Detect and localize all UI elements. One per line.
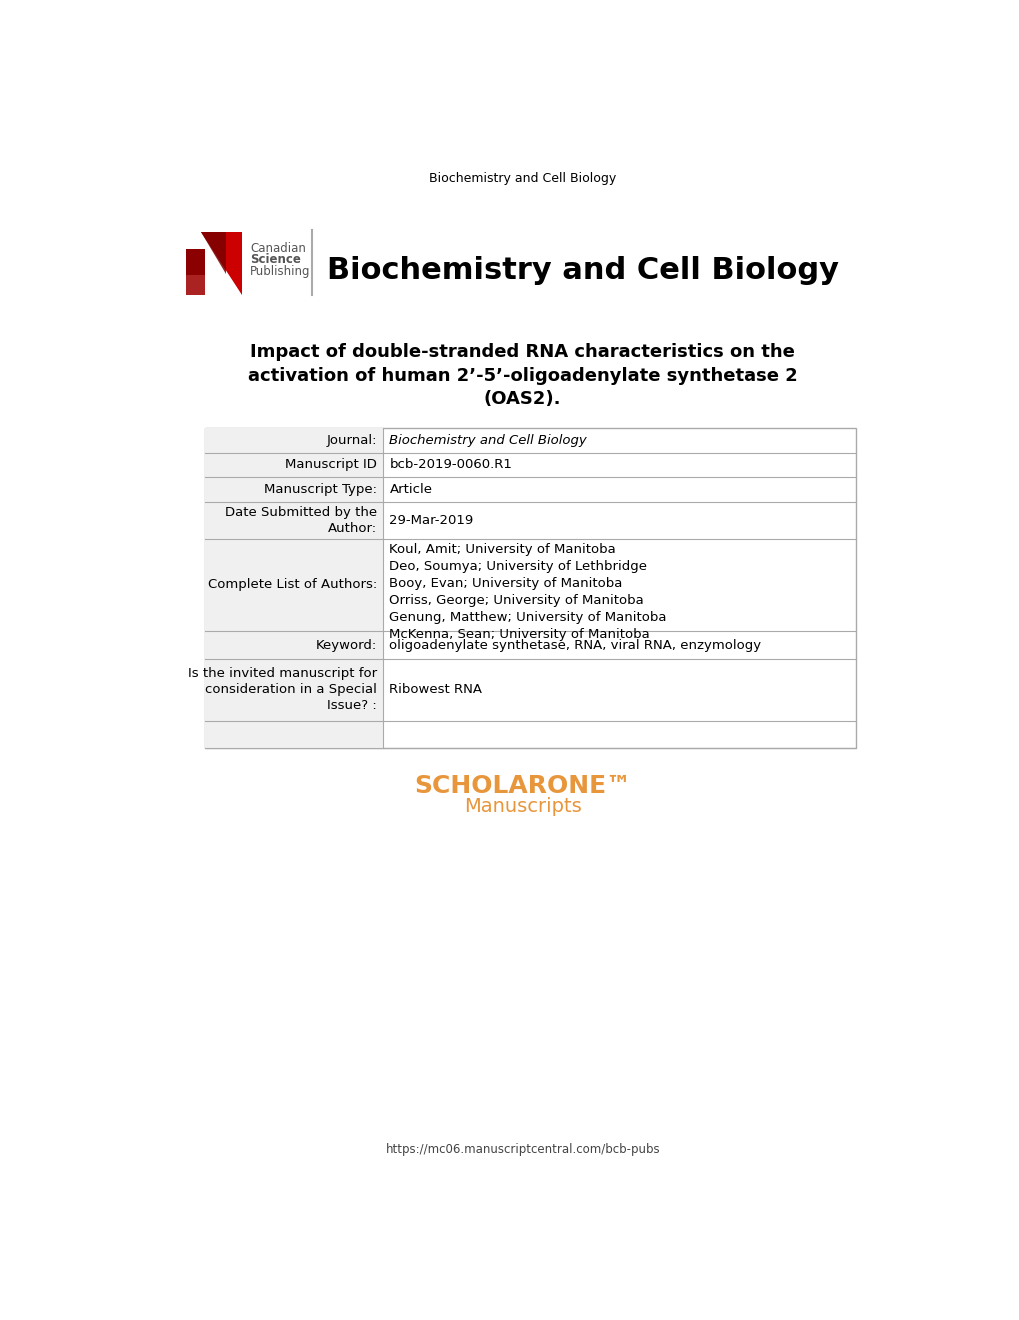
Bar — [205, 539, 383, 631]
Text: bcb-2019-0060.R1: bcb-2019-0060.R1 — [389, 458, 512, 471]
Text: Koul, Amit; University of Manitoba
Deo, Soumya; University of Lethbridge
Booy, E: Koul, Amit; University of Manitoba Deo, … — [389, 544, 666, 642]
Text: Is the invited manuscript for
consideration in a Special
Issue? :: Is the invited manuscript for considerat… — [187, 667, 377, 713]
Text: Biochemistry and Cell Biology: Biochemistry and Cell Biology — [389, 434, 587, 446]
Text: Manuscripts: Manuscripts — [464, 797, 581, 817]
Text: Manuscript Type:: Manuscript Type: — [264, 483, 377, 496]
Text: Biochemistry and Cell Biology: Biochemistry and Cell Biology — [429, 173, 615, 185]
Bar — [205, 428, 855, 748]
Bar — [205, 428, 383, 453]
Bar — [205, 502, 383, 539]
Text: Manuscript ID: Manuscript ID — [285, 458, 377, 471]
Text: oligoadenylate synthetase, RNA, viral RNA, enzymology: oligoadenylate synthetase, RNA, viral RN… — [389, 639, 761, 652]
Bar — [205, 659, 383, 721]
Text: https://mc06.manuscriptcentral.com/bcb-pubs: https://mc06.manuscriptcentral.com/bcb-p… — [385, 1143, 659, 1155]
Text: Article: Article — [389, 483, 432, 496]
Text: Complete List of Authors:: Complete List of Authors: — [208, 578, 377, 591]
Bar — [205, 478, 383, 502]
Bar — [205, 453, 383, 478]
Text: Impact of double-stranded RNA characteristics on the
activation of human 2’-5’-o: Impact of double-stranded RNA characteri… — [248, 343, 797, 408]
Text: Biochemistry and Cell Biology: Biochemistry and Cell Biology — [327, 256, 839, 285]
Text: 29-Mar-2019: 29-Mar-2019 — [389, 513, 473, 527]
Bar — [205, 631, 383, 659]
Text: Journal:: Journal: — [326, 434, 377, 446]
Polygon shape — [201, 231, 225, 275]
Polygon shape — [201, 231, 242, 296]
Polygon shape — [185, 249, 205, 296]
Text: SCHOLARONE™: SCHOLARONE™ — [414, 775, 631, 799]
Text: Keyword:: Keyword: — [316, 639, 377, 652]
Polygon shape — [185, 276, 205, 296]
Text: Canadian: Canadian — [250, 242, 306, 255]
Text: Ribowest RNA: Ribowest RNA — [389, 684, 482, 696]
Bar — [205, 721, 383, 748]
Text: Science: Science — [250, 253, 301, 267]
Text: Date Submitted by the
Author:: Date Submitted by the Author: — [225, 506, 377, 535]
Text: Publishing: Publishing — [250, 264, 310, 277]
